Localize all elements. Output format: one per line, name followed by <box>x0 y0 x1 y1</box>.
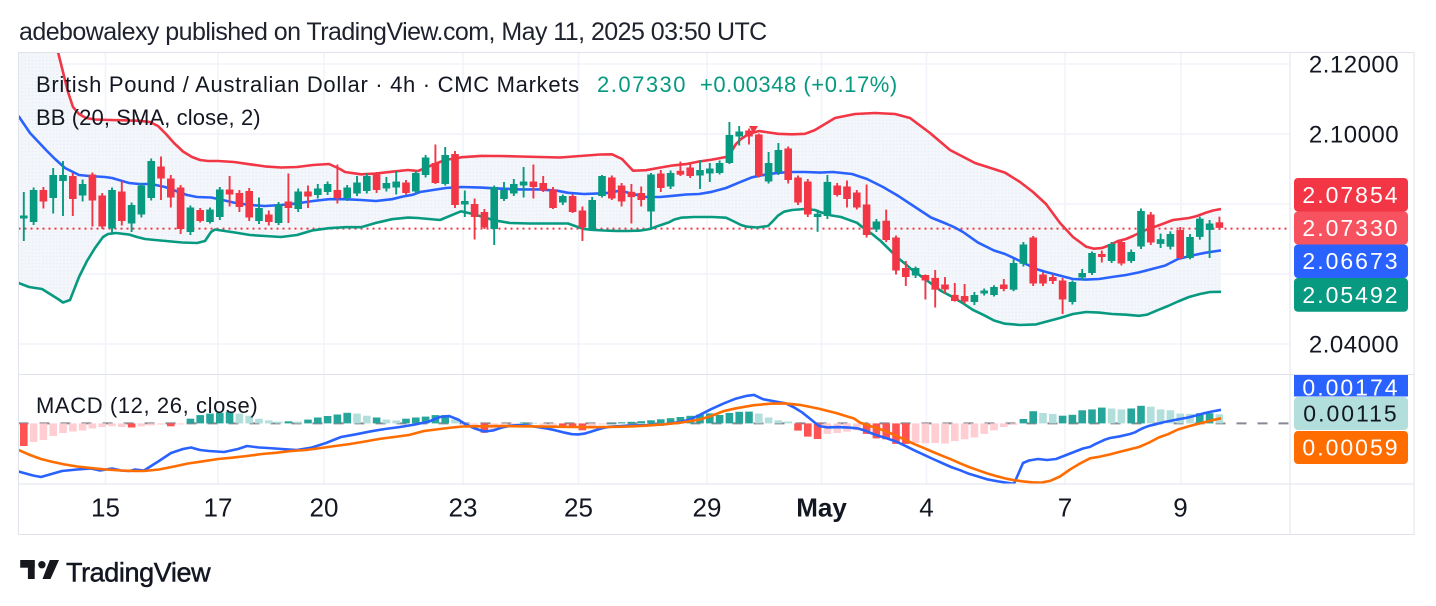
svg-text:4: 4 <box>919 493 933 523</box>
svg-text:MACD (12, 26, close): MACD (12, 26, close) <box>36 393 258 418</box>
svg-text:20: 20 <box>310 493 339 523</box>
svg-text:29: 29 <box>693 493 722 523</box>
svg-text:2.12000: 2.12000 <box>1309 52 1399 79</box>
svg-text:23: 23 <box>449 493 478 523</box>
svg-text:0.00059: 0.00059 <box>1302 435 1399 461</box>
svg-text:2.05492: 2.05492 <box>1302 282 1399 308</box>
svg-text:2.07854: 2.07854 <box>1302 182 1399 208</box>
svg-text:9: 9 <box>1173 493 1187 523</box>
svg-text:2.06673: 2.06673 <box>1302 248 1399 274</box>
svg-text:2.07330: 2.07330 <box>597 72 687 97</box>
svg-text:British Pound / Australian Dol: British Pound / Australian Dollar · 4h ·… <box>36 72 580 97</box>
svg-text:+0.00348 (+0.17%): +0.00348 (+0.17%) <box>700 72 898 97</box>
svg-text:0.00115: 0.00115 <box>1303 401 1398 427</box>
svg-text:adebowalexy published on Tradi: adebowalexy published on TradingView.com… <box>19 18 767 46</box>
svg-text:BB (20, SMA, close, 2): BB (20, SMA, close, 2) <box>36 105 261 130</box>
svg-text:25: 25 <box>564 493 593 523</box>
svg-text:15: 15 <box>91 493 120 523</box>
svg-text:2.10000: 2.10000 <box>1309 122 1399 149</box>
svg-text:2.07330: 2.07330 <box>1302 215 1399 241</box>
svg-text:May: May <box>796 493 847 523</box>
svg-text:2.04000: 2.04000 <box>1309 332 1399 359</box>
svg-text:17: 17 <box>204 493 233 523</box>
svg-text:0.00174: 0.00174 <box>1302 375 1399 401</box>
svg-text:7: 7 <box>1058 493 1072 523</box>
svg-text:TradingView: TradingView <box>66 558 211 588</box>
